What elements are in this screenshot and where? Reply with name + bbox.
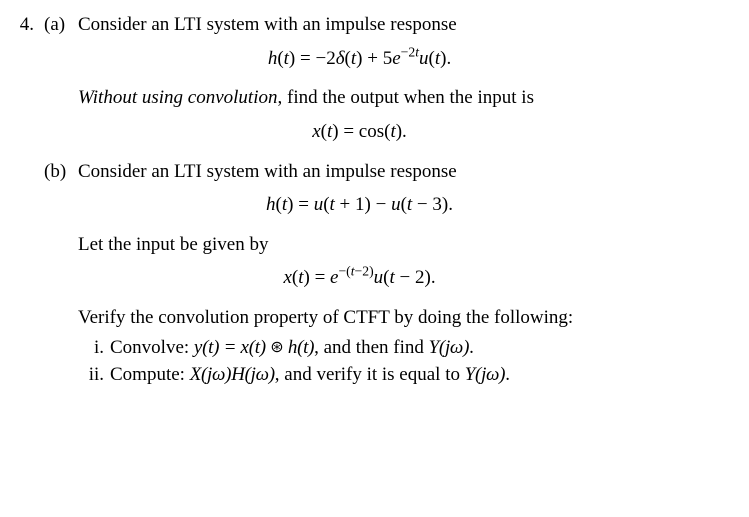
sub-i-mid: , and then find (314, 337, 429, 358)
part-a-intro: Consider an LTI system with an impulse r… (78, 12, 719, 38)
part-b-row1: (b) Consider an LTI system with an impul… (0, 159, 719, 187)
part-a-instruction-italic: Without using convolution (78, 87, 278, 108)
part-b-letinput-row: Let the input be given by (0, 232, 719, 260)
part-b-intro: Consider an LTI system with an impulse r… (78, 159, 719, 185)
part-a-eq2: x(t) = cos(t). (0, 119, 719, 145)
sub-i-pre: Convolve: (110, 337, 194, 358)
sub-item-i: i. Convolve: y(t) = x(t) ⊛ h(t), and the… (78, 335, 719, 361)
part-a-label: (a) (40, 12, 78, 38)
part-b-verify: Verify the convolution property of CTFT … (78, 305, 719, 331)
part-a-instruction-row: Without using convolution, find the outp… (0, 85, 719, 113)
sub-ii-label: ii. (78, 362, 110, 388)
part-a-instruction-rest: , find the output when the input is (278, 87, 534, 108)
part-a-body: Consider an LTI system with an impulse r… (78, 12, 719, 40)
sub-i-post: . (469, 337, 474, 358)
part-b-label: (b) (40, 159, 78, 185)
part-b-verify-row: Verify the convolution property of CTFT … (0, 305, 719, 333)
page: 4. (a) Consider an LTI system with an im… (0, 0, 749, 400)
sub-ii-body: Compute: X(jω)H(jω), and verify it is eq… (110, 362, 719, 388)
sub-ii-math2: Y(jω) (465, 364, 505, 385)
part-b-sub-i-row: i. Convolve: y(t) = x(t) ⊛ h(t), and the… (0, 333, 719, 388)
sub-i-label: i. (78, 335, 110, 361)
sub-i-body: Convolve: y(t) = x(t) ⊛ h(t), and then f… (110, 335, 719, 361)
part-a-instruction: Without using convolution, find the outp… (78, 85, 719, 111)
part-b-eq1: h(t) = u(t + 1) − u(t − 3). (0, 192, 719, 218)
part-a-eq1: h(t) = −2δ(t) + 5e−2tu(t). (0, 46, 719, 72)
part-b-body: Consider an LTI system with an impulse r… (78, 159, 719, 187)
sub-ii-pre: Compute: (110, 364, 190, 385)
sub-ii-post: . (505, 364, 510, 385)
problem-number: 4. (0, 12, 40, 38)
sub-i-math: y(t) = x(t) ⊛ h(t) (194, 337, 314, 358)
part-b-letinput: Let the input be given by (78, 232, 719, 258)
sub-item-ii: ii. Compute: X(jω)H(jω), and verify it i… (78, 362, 719, 388)
sub-ii-mid: , and verify it is equal to (275, 364, 465, 385)
part-a-row1: 4. (a) Consider an LTI system with an im… (0, 12, 719, 40)
sub-i-math2: Y(jω) (429, 337, 469, 358)
sub-ii-math: X(jω)H(jω) (190, 364, 275, 385)
part-b-eq2: x(t) = e−(t−2)u(t − 2). (0, 265, 719, 291)
